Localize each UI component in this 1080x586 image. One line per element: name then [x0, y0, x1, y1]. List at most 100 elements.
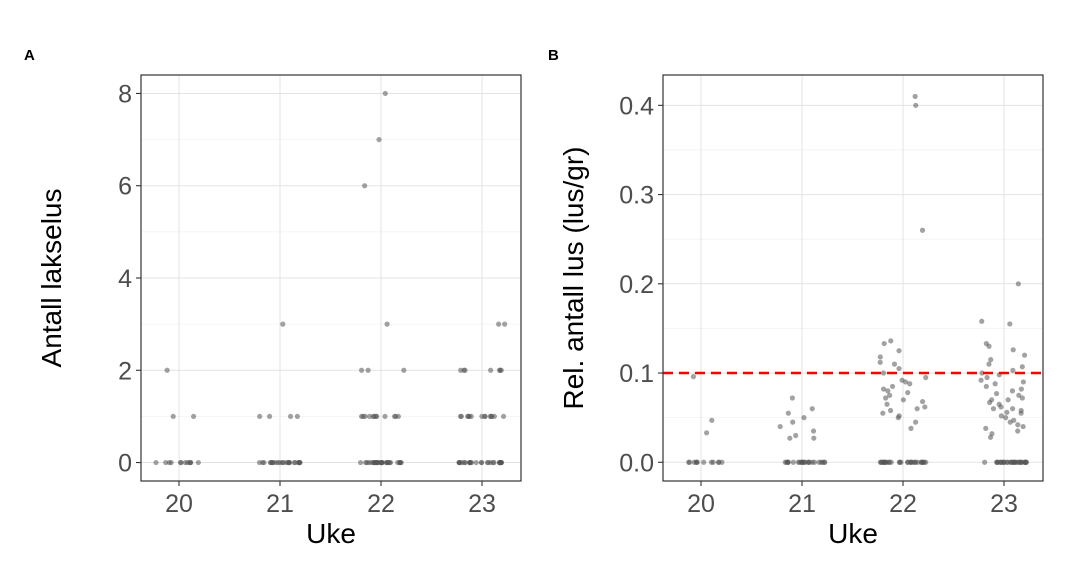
- data-point: [462, 367, 468, 373]
- data-point: [401, 367, 407, 373]
- data-point: [880, 386, 887, 392]
- x-tick-label: 20: [687, 490, 715, 518]
- data-point: [900, 397, 907, 403]
- data-point: [996, 401, 1002, 407]
- data-point: [891, 361, 898, 367]
- data-point: [1015, 428, 1021, 434]
- data-point: [1014, 459, 1020, 465]
- data-point: [896, 348, 902, 354]
- data-point: [1018, 386, 1024, 392]
- data-point: [923, 374, 929, 381]
- y-tick-label: 0.1: [619, 360, 654, 388]
- data-point: [366, 459, 372, 466]
- data-point: [1019, 395, 1025, 401]
- data-point: [789, 395, 795, 401]
- data-point: [907, 381, 913, 387]
- data-point: [1010, 347, 1016, 353]
- data-point: [1018, 407, 1024, 414]
- data-point: [790, 419, 796, 425]
- data-point: [887, 407, 894, 414]
- data-point: [912, 93, 918, 100]
- data-point: [889, 383, 896, 390]
- data-point: [896, 459, 903, 465]
- panel-b-plot-area: [663, 75, 1043, 481]
- data-point: [809, 406, 815, 412]
- data-point: [365, 367, 371, 373]
- data-point: [989, 397, 995, 403]
- data-point: [686, 459, 692, 465]
- data-point: [294, 413, 300, 420]
- data-point: [709, 417, 715, 423]
- data-point: [496, 321, 502, 327]
- data-point: [457, 459, 463, 466]
- data-point: [716, 459, 722, 465]
- data-point: [887, 392, 893, 398]
- x-tick-label: 23: [468, 490, 496, 518]
- y-tick-label: 6: [118, 173, 132, 201]
- data-point: [787, 435, 793, 441]
- x-tick-label: 22: [889, 490, 917, 518]
- data-point: [983, 340, 989, 347]
- data-point: [1007, 321, 1013, 327]
- data-point: [701, 459, 707, 465]
- data-point: [990, 406, 997, 412]
- data-point: [793, 432, 799, 439]
- data-point: [881, 340, 887, 347]
- data-point: [896, 413, 902, 419]
- data-point: [1020, 379, 1026, 385]
- data-point: [478, 459, 485, 466]
- data-point: [373, 459, 379, 466]
- data-point: [182, 459, 188, 466]
- panel-b-x-ticks: 20 21 22 23: [687, 481, 1018, 518]
- data-point: [292, 459, 299, 466]
- y-tick-label: 0.4: [619, 92, 654, 120]
- panel-a-y-axis-title: Antall lakselus: [36, 189, 67, 368]
- panel-b-tag: B: [548, 47, 559, 64]
- data-point: [819, 459, 826, 465]
- data-point: [1020, 423, 1026, 430]
- data-point: [914, 406, 920, 412]
- data-point: [153, 459, 159, 466]
- data-point: [880, 370, 887, 376]
- data-point: [497, 459, 504, 466]
- panel-a-grid: [141, 75, 521, 481]
- data-point: [1000, 459, 1007, 465]
- data-point: [1021, 352, 1028, 358]
- data-point: [989, 431, 995, 437]
- data-point: [1015, 281, 1021, 287]
- y-tick-label: 8: [118, 80, 132, 108]
- panel-a-x-ticks: 20 21 22 23: [165, 481, 496, 518]
- data-point: [384, 321, 390, 327]
- panel-b-grid: [663, 75, 1043, 481]
- data-point: [988, 357, 994, 363]
- data-point: [979, 318, 985, 324]
- data-point: [502, 321, 508, 327]
- data-point: [983, 425, 989, 431]
- data-point: [1005, 397, 1011, 403]
- data-point: [1016, 392, 1022, 398]
- data-point: [461, 459, 468, 466]
- data-point: [479, 413, 485, 420]
- data-point: [1022, 459, 1028, 465]
- data-point: [919, 398, 926, 405]
- data-point: [374, 413, 380, 420]
- data-point: [362, 413, 368, 420]
- data-point: [500, 413, 507, 420]
- data-point: [691, 459, 697, 465]
- x-tick-label: 21: [266, 490, 294, 518]
- y-tick-label: 2: [118, 357, 132, 385]
- data-point: [163, 459, 169, 466]
- data-point: [489, 413, 495, 420]
- data-point: [982, 459, 988, 465]
- data-point: [690, 374, 697, 380]
- x-tick-label: 20: [165, 490, 193, 518]
- data-point: [994, 459, 1000, 465]
- data-point: [880, 410, 886, 416]
- data-point: [280, 321, 286, 327]
- data-point: [1011, 417, 1017, 423]
- data-point: [992, 381, 998, 387]
- data-point: [1019, 364, 1025, 370]
- panel-a-y-ticks: 0 2 4 6 8: [118, 80, 141, 478]
- data-point: [257, 413, 263, 420]
